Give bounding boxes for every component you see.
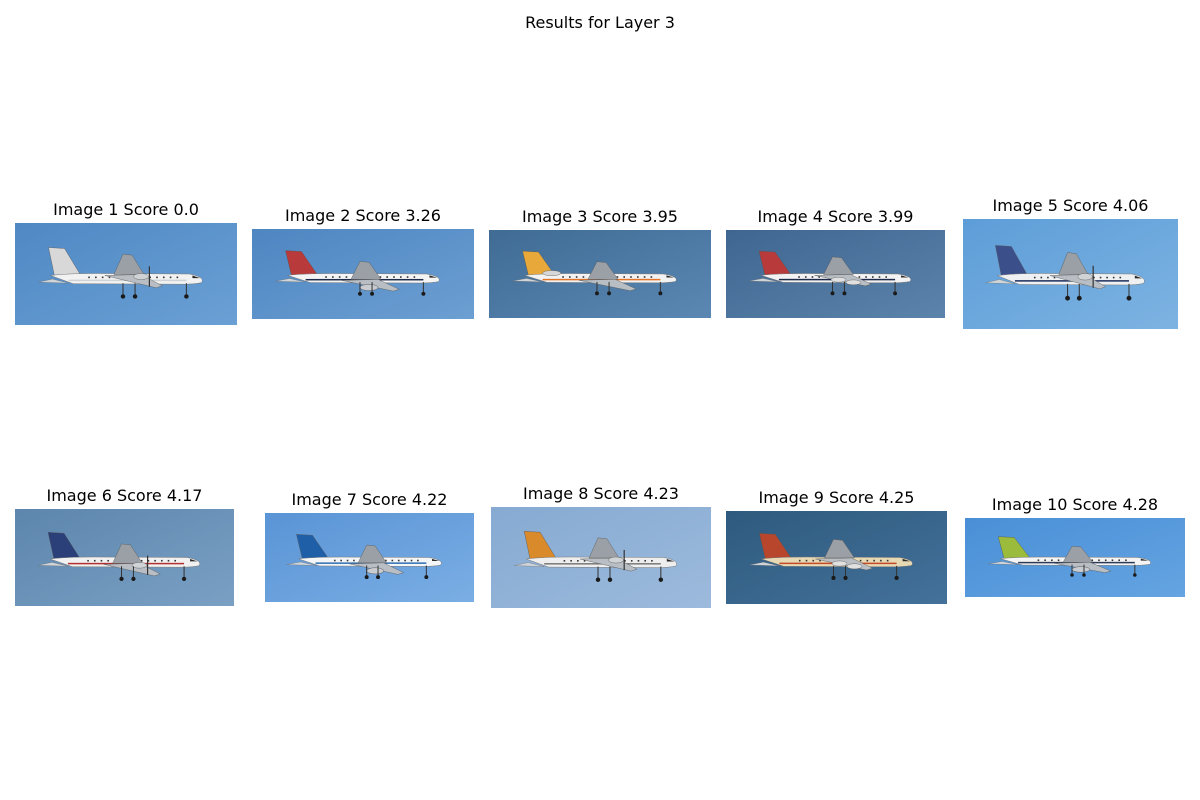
- airplane-image: [965, 518, 1185, 597]
- result-cell: Image 7 Score 4.22: [265, 490, 474, 602]
- airplane-photo: [265, 513, 474, 602]
- result-title: Image 9 Score 4.25: [758, 488, 915, 507]
- airplane-photo: [15, 223, 237, 325]
- airplane-icon: [988, 536, 1151, 577]
- airplane-icon: [512, 250, 677, 296]
- airplane-photo: [489, 230, 711, 318]
- airplane-image: [726, 511, 947, 604]
- airplane-photo: [491, 507, 711, 608]
- airplane-icon: [749, 533, 913, 581]
- result-title: Image 6 Score 4.17: [46, 486, 203, 505]
- result-cell: Image 5 Score 4.06: [963, 196, 1178, 329]
- airplane-icon: [985, 245, 1145, 301]
- figure-title: Results for Layer 3: [525, 13, 675, 32]
- result-title: Image 3 Score 3.95: [522, 207, 678, 226]
- airplane-photo: [726, 511, 947, 604]
- result-title: Image 8 Score 4.23: [523, 484, 679, 503]
- airplane-image: [265, 513, 474, 602]
- airplane-icon: [38, 247, 203, 299]
- airplane-image: [491, 507, 711, 608]
- airplane-photo: [965, 518, 1185, 597]
- result-title: Image 5 Score 4.06: [992, 196, 1149, 215]
- result-title: Image 4 Score 3.99: [757, 207, 914, 226]
- airplane-icon: [286, 534, 442, 580]
- result-title: Image 1 Score 0.0: [53, 200, 199, 219]
- airplane-image: [726, 230, 945, 318]
- airplane-image: [15, 509, 234, 606]
- airplane-photo: [252, 229, 474, 319]
- airplane-image: [252, 229, 474, 319]
- result-cell: Image 2 Score 3.26: [252, 206, 474, 319]
- airplane-photo: [726, 230, 945, 318]
- airplane-image: [489, 230, 711, 318]
- result-cell: Image 10 Score 4.28: [965, 495, 1185, 597]
- result-cell: Image 1 Score 0.0: [15, 200, 237, 325]
- result-cell: Image 6 Score 4.17: [15, 486, 234, 606]
- result-title: Image 10 Score 4.28: [991, 495, 1159, 514]
- airplane-icon: [514, 531, 677, 582]
- airplane-photo: [963, 219, 1178, 329]
- result-cell: Image 3 Score 3.95: [489, 207, 711, 318]
- result-cell: Image 8 Score 4.23: [491, 484, 711, 608]
- airplane-icon: [38, 532, 200, 581]
- airplane-icon: [749, 250, 911, 296]
- result-title: Image 2 Score 3.26: [285, 206, 441, 225]
- airplane-image: [15, 223, 237, 325]
- airplane-photo: [15, 509, 234, 606]
- airplane-image: [963, 219, 1178, 329]
- result-cell: Image 4 Score 3.99: [726, 207, 945, 318]
- result-title: Image 7 Score 4.22: [291, 490, 448, 509]
- result-cell: Image 9 Score 4.25: [726, 488, 947, 604]
- airplane-icon: [275, 250, 440, 296]
